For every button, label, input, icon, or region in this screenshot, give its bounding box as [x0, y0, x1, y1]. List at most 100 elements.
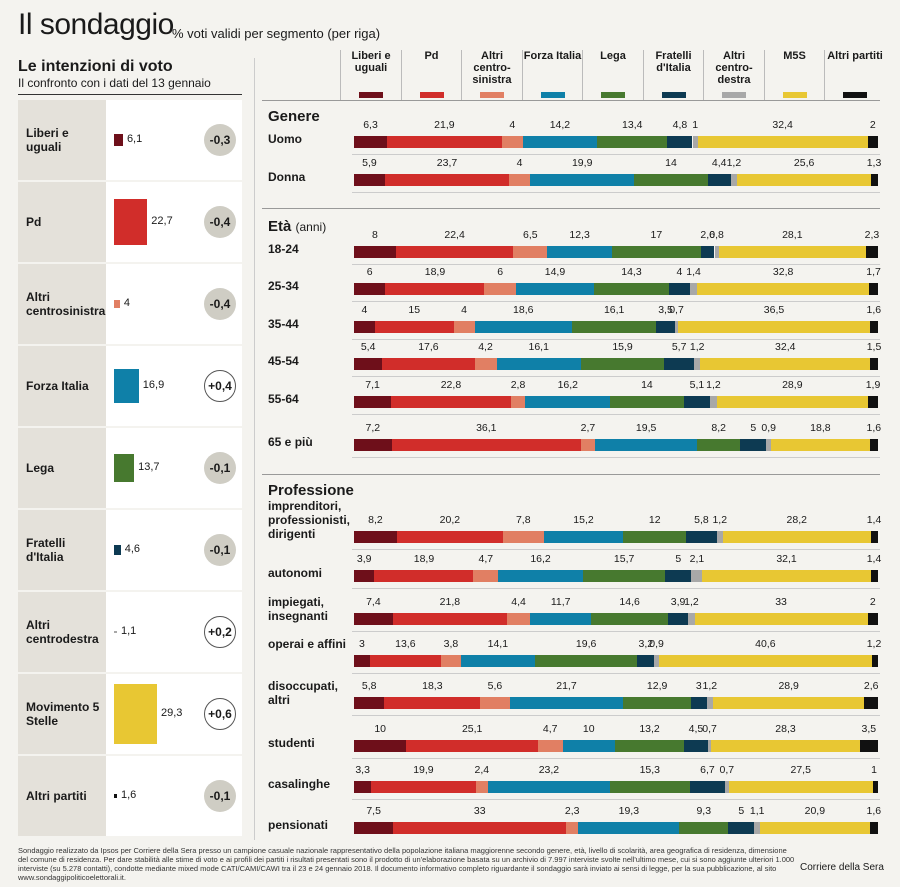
row-divider — [352, 715, 880, 716]
bar-segment — [406, 740, 538, 752]
segment-label: 18,8 — [810, 422, 831, 434]
bar-segment — [864, 697, 878, 709]
bar-segment — [623, 697, 691, 709]
party-name: Altri centrosinistra — [18, 264, 106, 344]
bar-segment — [384, 174, 510, 186]
bar-segment — [354, 358, 383, 370]
bar-segment — [700, 246, 715, 258]
legend-swatch — [782, 92, 807, 98]
legend-item: Pd — [400, 50, 462, 100]
bar-segment — [610, 396, 684, 408]
bar-segment — [871, 655, 878, 667]
bar-segment — [694, 358, 701, 370]
section-title-text: Età — [268, 218, 292, 235]
row-divider — [352, 154, 880, 155]
segment-label: 4,5 — [688, 723, 704, 735]
bar-segment — [707, 174, 731, 186]
section-divider — [262, 474, 880, 475]
bar-segment — [724, 781, 729, 793]
segment-label: 5,4 — [360, 341, 376, 353]
segment-label: 7,8 — [515, 514, 531, 526]
segment-label: 3 — [695, 680, 702, 692]
legend-item: Fratelli d'Italia — [642, 50, 704, 100]
party-row: Altri centrosinistra 4 -0,4 — [18, 264, 242, 346]
legend: Liberi e uguali Pd Altri centro-sinistra Fo… — [340, 50, 883, 100]
segment-label: 1,1 — [749, 805, 765, 817]
bar-segment — [384, 697, 481, 709]
segment-label: 3,9 — [670, 596, 686, 608]
segment-label: 1,3 — [866, 157, 882, 169]
row-divider — [352, 339, 880, 340]
legend-label: M5S — [783, 50, 806, 62]
source-credit: Corriere della Sera — [800, 862, 884, 873]
segment-label: 28,9 — [782, 379, 803, 391]
bar-segment — [580, 439, 596, 451]
legend-swatch — [722, 92, 746, 98]
segment-label: 15 — [408, 304, 421, 316]
segment-label: 8,2 — [711, 422, 727, 434]
bar-segment — [354, 136, 387, 148]
segment-label: 1,4 — [866, 553, 882, 565]
party-bar — [114, 794, 117, 798]
segment-label: 2,1 — [689, 553, 705, 565]
segment-label: 1,2 — [866, 638, 882, 650]
bar-segment — [728, 781, 873, 793]
row-label: Donna — [268, 170, 306, 184]
party-value: 13,7 — [138, 461, 160, 473]
segment-label: 6 — [497, 266, 504, 278]
row-label: 65 e più — [268, 435, 313, 449]
bar-segment — [737, 174, 872, 186]
segment-label: 17,6 — [418, 341, 439, 353]
page-subtitle: % voti validi per segmento (per riga) — [172, 26, 381, 41]
bar-segment — [692, 136, 698, 148]
legend-label: Liberi e uguali — [351, 50, 391, 74]
segment-label: 12,3 — [569, 229, 590, 241]
change-badge: -0,1 — [204, 452, 236, 484]
segment-label: 1,2 — [712, 514, 728, 526]
row-label: 18-24 — [268, 242, 299, 256]
bar-segment — [582, 570, 666, 582]
bar-segment — [868, 396, 878, 408]
segment-label: 0,9 — [761, 422, 777, 434]
segment-label: 1,6 — [866, 304, 882, 316]
bar-segment — [871, 174, 878, 186]
segment-label: 3,9 — [356, 553, 372, 565]
segment-label: 2,3 — [564, 805, 580, 817]
segment-label: 11,7 — [550, 596, 571, 608]
segment-label: 25,1 — [461, 723, 483, 735]
segment-label: 4,8 — [672, 119, 688, 131]
segment-label: 33 — [775, 596, 787, 608]
party-value: 29,3 — [160, 707, 183, 719]
segment-label: 0,7 — [669, 304, 684, 316]
segment-label: 2,7 — [580, 422, 596, 434]
segment-label: 28,2 — [786, 514, 807, 526]
party-value: 1,1 — [121, 625, 137, 637]
row-divider — [352, 758, 880, 759]
party-row: Altri partiti 1,6 -0,1 — [18, 756, 242, 838]
legend-label: Altri partiti — [827, 50, 883, 62]
segment-label: 4,7 — [542, 723, 558, 735]
segment-label: 2,3 — [864, 229, 880, 241]
bar-segment — [460, 655, 535, 667]
bar-segment — [591, 613, 668, 625]
bar-segment — [870, 358, 878, 370]
party-name: Pd — [18, 182, 106, 262]
bar-segment — [354, 613, 393, 625]
bar-segment — [354, 781, 372, 793]
bar-segment — [480, 697, 510, 709]
row-divider — [352, 457, 880, 458]
bar-segment — [354, 740, 407, 752]
bar-segment — [474, 358, 497, 370]
bar-segment — [766, 439, 772, 451]
party-row: Movimento 5 Stelle 29,3 +0,6 — [18, 674, 242, 756]
row-label: imprenditori, professionisti, dirigenti — [268, 499, 351, 541]
segment-label: 6,5 — [523, 229, 538, 241]
segment-label: 1,2 — [706, 379, 721, 391]
segment-label: 5,1 — [689, 379, 705, 391]
bar-segment — [730, 174, 738, 186]
bar-segment — [354, 655, 370, 667]
party-bar — [114, 133, 123, 147]
bar-segment — [674, 321, 679, 333]
bar-segment — [656, 321, 675, 333]
segment-label: 3,5 — [658, 304, 673, 316]
